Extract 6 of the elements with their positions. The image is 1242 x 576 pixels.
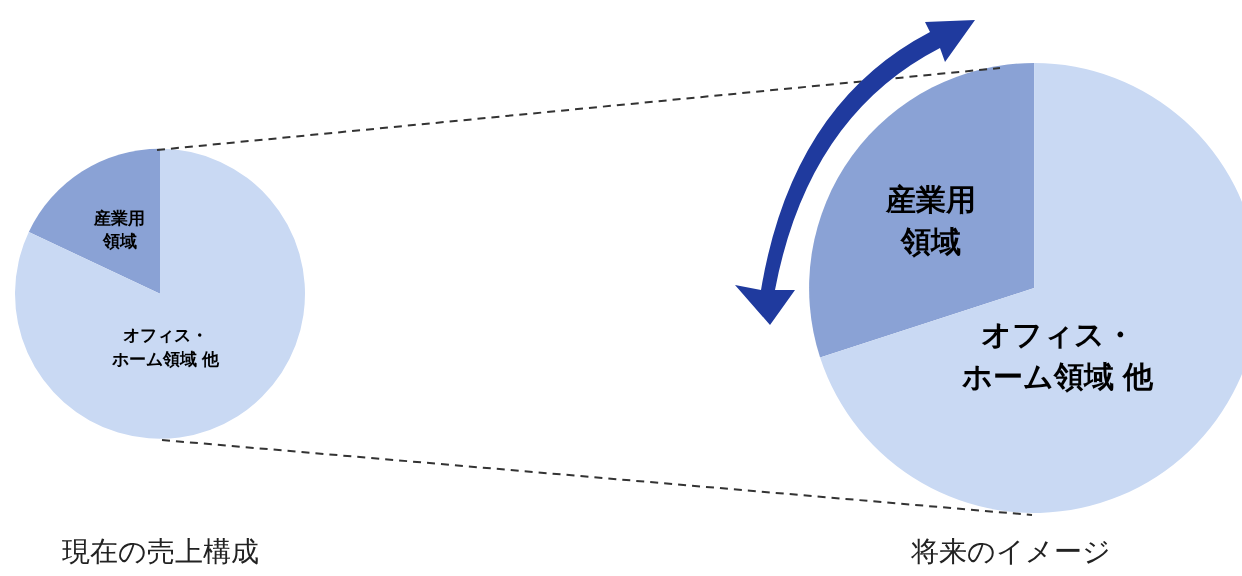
slice-label: 産業用領域 bbox=[93, 208, 146, 252]
text: 将来のイメージ bbox=[910, 535, 1111, 567]
text: 現在の売上構成 bbox=[61, 535, 259, 567]
slice-label: オフィス・ホーム領域 他 bbox=[111, 326, 220, 369]
slice-label: 産業用領域 bbox=[884, 182, 976, 258]
slice-label: オフィス・ホーム領域 他 bbox=[962, 318, 1154, 394]
